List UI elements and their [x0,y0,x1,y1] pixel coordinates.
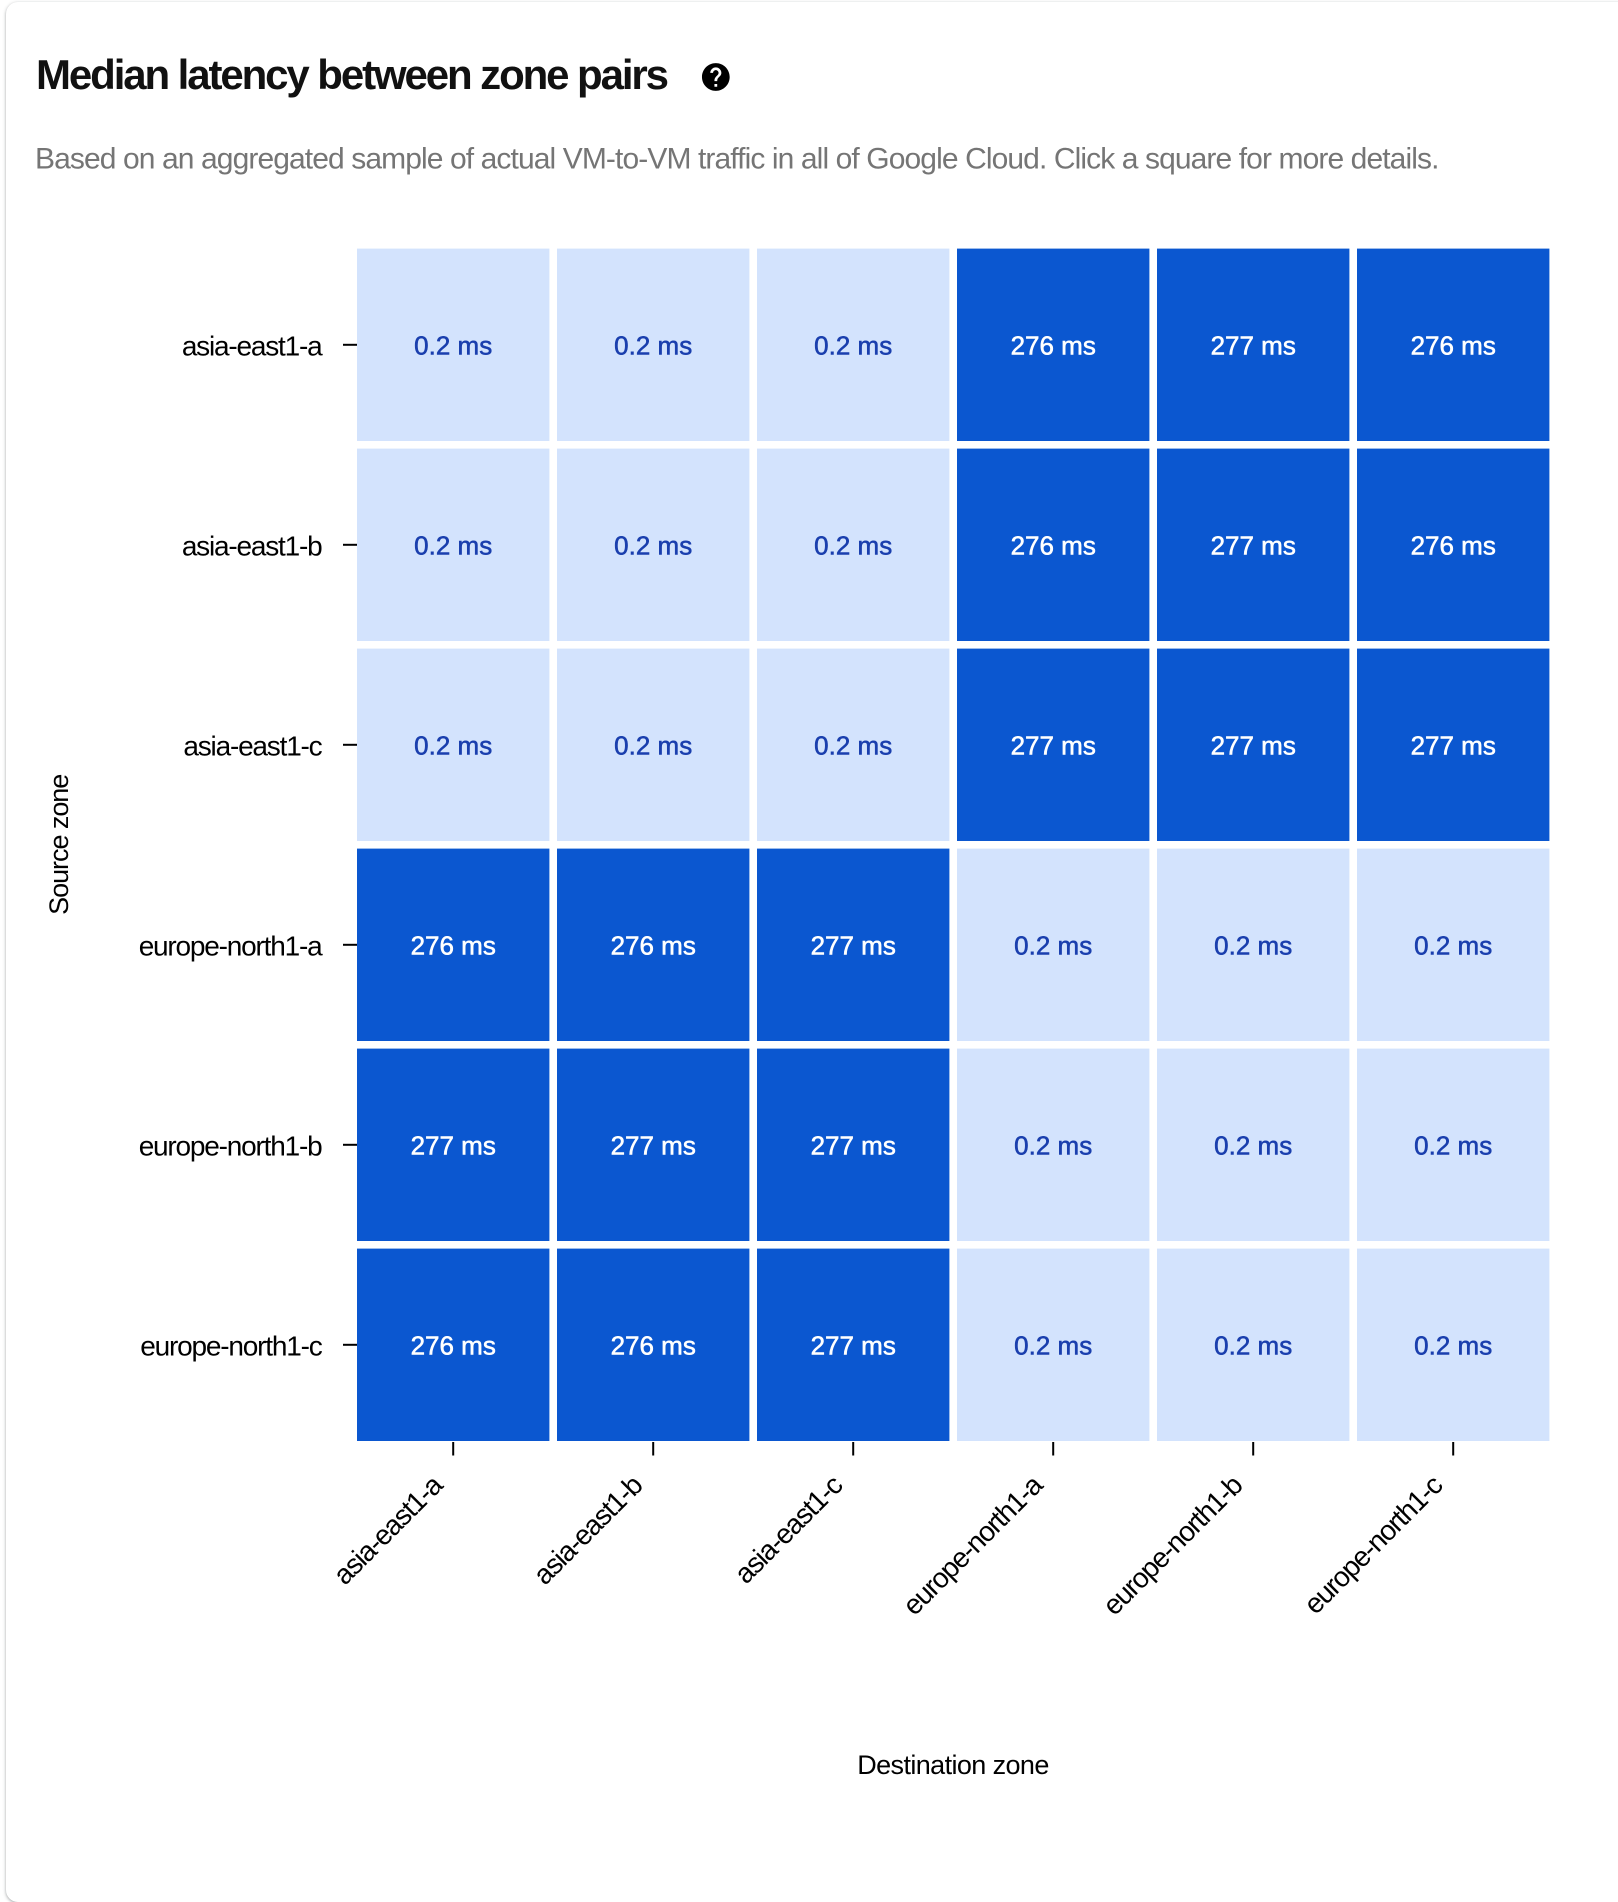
svg-text:276 ms: 276 ms [1411,530,1496,560]
svg-text:277 ms: 277 ms [811,1330,896,1360]
svg-text:276 ms: 276 ms [1411,330,1496,360]
svg-text:europe-north1-c: europe-north1-c [1298,1469,1449,1620]
svg-text:europe-north1-b: europe-north1-b [139,1130,322,1161]
svg-text:0.2 ms: 0.2 ms [1414,1130,1492,1160]
svg-text:0.2 ms: 0.2 ms [614,530,692,560]
svg-text:Destination zone: Destination zone [857,1750,1049,1780]
svg-text:asia-east1-c: asia-east1-c [183,730,322,761]
svg-text:277 ms: 277 ms [1211,330,1296,360]
svg-text:0.2 ms: 0.2 ms [614,330,692,360]
svg-text:276 ms: 276 ms [1011,530,1096,560]
svg-text:0.2 ms: 0.2 ms [1414,930,1492,960]
svg-text:europe-north1-a: europe-north1-a [897,1469,1049,1621]
svg-text:europe-north1-a: europe-north1-a [139,930,323,961]
svg-text:Based on an aggregated sample: Based on an aggregated sample of actual … [35,142,1439,175]
svg-text:Median latency between zone pa: Median latency between zone pairs [36,51,668,98]
svg-text:276 ms: 276 ms [411,930,496,960]
svg-text:europe-north1-c: europe-north1-c [140,1330,322,1361]
svg-text:0.2 ms: 0.2 ms [1214,930,1292,960]
svg-text:0.2 ms: 0.2 ms [1214,1130,1292,1160]
svg-text:0.2 ms: 0.2 ms [1414,1330,1492,1360]
svg-text:asia-east1-a: asia-east1-a [327,1469,449,1591]
svg-text:0.2 ms: 0.2 ms [814,730,892,760]
svg-text:0.2 ms: 0.2 ms [1014,1330,1092,1360]
svg-text:277 ms: 277 ms [611,1130,696,1160]
svg-text:0.2 ms: 0.2 ms [1014,930,1092,960]
svg-text:277 ms: 277 ms [1011,730,1096,760]
svg-text:0.2 ms: 0.2 ms [414,730,492,760]
svg-text:asia-east1-b: asia-east1-b [527,1469,648,1590]
svg-text:asia-east1-c: asia-east1-c [728,1469,848,1589]
svg-text:0.2 ms: 0.2 ms [814,530,892,560]
svg-text:0.2 ms: 0.2 ms [1214,1330,1292,1360]
svg-text:277 ms: 277 ms [1211,530,1296,560]
svg-text:0.2 ms: 0.2 ms [1014,1130,1092,1160]
svg-text:276 ms: 276 ms [611,930,696,960]
svg-text:277 ms: 277 ms [1211,730,1296,760]
svg-text:europe-north1-b: europe-north1-b [1097,1469,1249,1621]
svg-text:277 ms: 277 ms [811,930,896,960]
svg-text:276 ms: 276 ms [411,1330,496,1360]
svg-text:0.2 ms: 0.2 ms [814,330,892,360]
svg-text:asia-east1-b: asia-east1-b [182,530,322,561]
svg-text:277 ms: 277 ms [1411,730,1496,760]
svg-text:0.2 ms: 0.2 ms [414,530,492,560]
svg-text:277 ms: 277 ms [811,1130,896,1160]
svg-text:asia-east1-a: asia-east1-a [182,330,323,361]
svg-text:0.2 ms: 0.2 ms [614,730,692,760]
svg-text:276 ms: 276 ms [1011,330,1096,360]
svg-text:276 ms: 276 ms [611,1330,696,1360]
svg-text:0.2 ms: 0.2 ms [414,330,492,360]
svg-text:277 ms: 277 ms [411,1130,496,1160]
svg-text:Source zone: Source zone [44,775,74,915]
